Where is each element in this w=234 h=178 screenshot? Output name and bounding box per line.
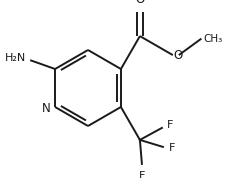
Text: F: F [167, 120, 173, 130]
Text: F: F [139, 171, 145, 178]
Text: O: O [174, 49, 183, 62]
Text: H₂N: H₂N [5, 53, 26, 63]
Text: O: O [135, 0, 145, 6]
Text: CH₃: CH₃ [203, 34, 223, 44]
Text: F: F [169, 143, 175, 153]
Text: N: N [42, 101, 51, 114]
